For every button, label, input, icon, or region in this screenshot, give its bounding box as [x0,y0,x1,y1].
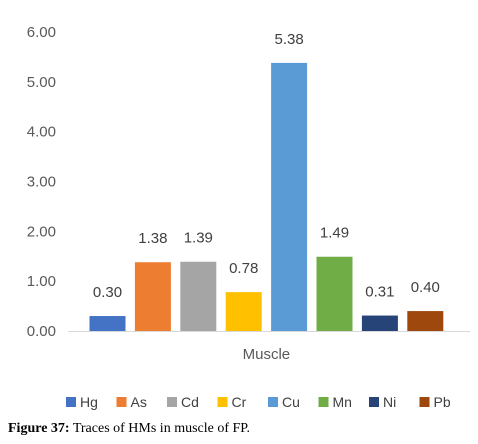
y-tick-label: 0.00 [27,323,56,340]
legend-swatch-hg [66,397,76,407]
legend-label-pb: Pb [434,394,451,410]
legend-swatch-pb [419,397,430,407]
bar-pb [407,311,444,331]
bar-ni [361,315,398,331]
legend-label-cr: Cr [232,394,247,410]
y-tick-label: 2.00 [27,223,56,240]
bar-mn [316,256,353,331]
legend-swatch-cu [268,397,278,407]
legend-label-cu: Cu [282,394,300,410]
data-label-cu: 5.38 [274,31,303,48]
legend-label-mn: Mn [333,394,352,410]
legend-swatch-mn [318,397,329,407]
legend-label-ni: Ni [383,394,396,410]
legend-swatch-as [116,397,127,407]
y-tick-label: 1.00 [27,273,56,290]
caption-label: Figure 37: [8,421,70,436]
y-tick-label: 5.00 [27,74,56,91]
y-tick-label: 4.00 [27,124,56,141]
legend-label-hg: Hg [80,394,98,410]
bar-hg [89,316,126,331]
bar-cu [271,62,308,331]
x-category-label: Muscle [243,346,291,363]
data-label-cd: 1.39 [184,230,213,247]
data-label-hg: 0.30 [93,284,122,301]
y-tick-label: 6.00 [27,24,56,41]
figure-caption: Figure 37: Traces of HMs in muscle of FP… [8,421,478,437]
bar-as [134,262,171,331]
y-tick-label: 3.00 [27,174,56,191]
data-label-ni: 0.31 [365,284,394,301]
legend-swatch-ni [369,397,379,407]
legend-swatch-cd [167,397,177,407]
caption-text: Traces of HMs in muscle of FP. [69,421,251,436]
legend-label-cd: Cd [181,394,199,410]
bar-cr [225,292,262,331]
data-label-pb: 0.40 [411,279,440,296]
legend-swatch-cr [217,397,228,407]
bar-cd [180,261,217,331]
legend-label-as: As [131,394,147,410]
data-label-mn: 1.49 [320,225,349,242]
data-label-cr: 0.78 [229,260,258,277]
data-label-as: 1.38 [138,230,167,247]
